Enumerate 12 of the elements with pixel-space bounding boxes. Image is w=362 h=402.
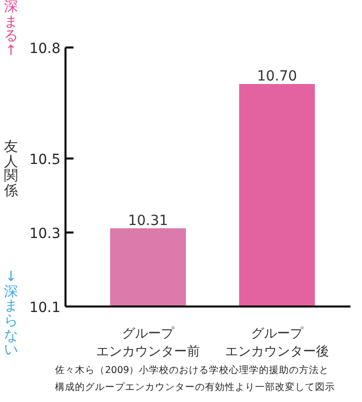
y-tick-label: 10.3 [29,226,60,242]
text: 深まる↑ [3,0,19,60]
y-tick-label: 10.8 [29,41,60,57]
y-axis-title: 友人関係 [3,139,19,200]
x-tick-label: グループエンカウンター後 [224,326,329,360]
data-label: 10.70 [256,68,298,84]
text: 佐々木ら（2009）小学校のおける学校心理学的援助の方法と構成的グループエンカウンターの有効性より一部改変して図示 [55,364,335,395]
text: ↓深まらない [3,269,19,358]
data-label: 10.31 [128,212,168,229]
y-tick-label: 10.5 [29,152,60,168]
y-tick-label: 10.1 [29,300,60,316]
x-tick-label: グループエンカウンター前 [96,326,200,360]
